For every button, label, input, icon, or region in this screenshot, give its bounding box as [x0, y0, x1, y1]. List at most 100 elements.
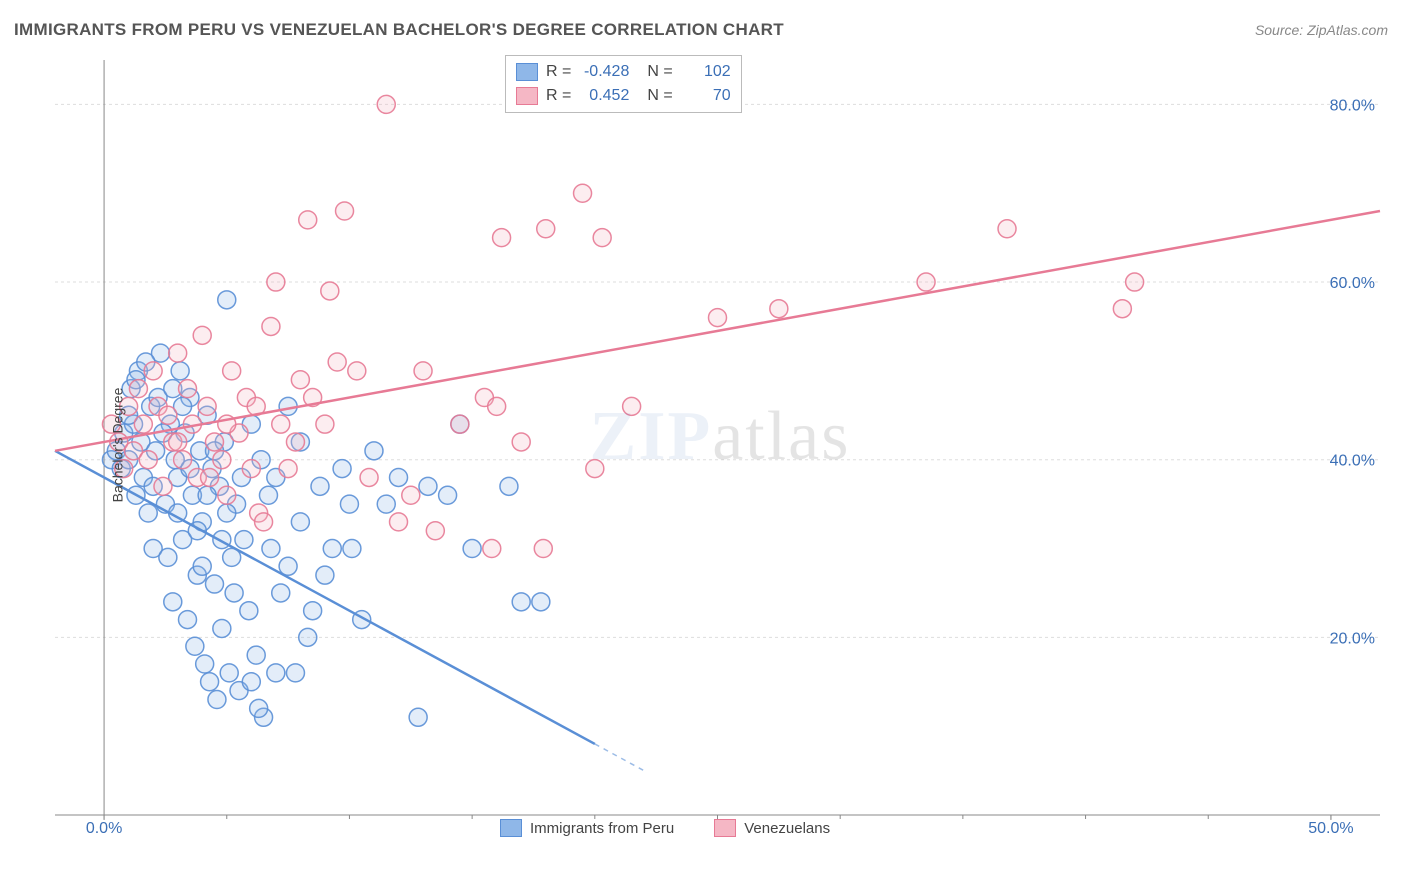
legend-n-value: 70 — [681, 84, 731, 108]
scatter-dot — [537, 220, 555, 238]
scatter-dot — [377, 495, 395, 513]
scatter-dot — [291, 371, 309, 389]
scatter-dot — [159, 548, 177, 566]
scatter-dot — [488, 397, 506, 415]
scatter-dot — [255, 513, 273, 531]
scatter-dot — [998, 220, 1016, 238]
stats-legend: R =-0.428N =102R = 0.452 N = 70 — [505, 55, 742, 113]
series-venezuelans — [102, 95, 1143, 557]
scatter-dot — [223, 362, 241, 380]
scatter-dot — [532, 593, 550, 611]
stats-legend-row: R =-0.428N =102 — [516, 60, 731, 84]
scatter-dot — [267, 664, 285, 682]
scatter-dot — [299, 628, 317, 646]
bottom-legend: Immigrants from Peru Venezuelans — [500, 819, 830, 837]
scatter-dot — [917, 273, 935, 291]
scatter-dot — [220, 664, 238, 682]
scatter-dot — [286, 664, 304, 682]
scatter-dot — [174, 451, 192, 469]
scatter-dot — [267, 273, 285, 291]
scatter-dot — [179, 380, 197, 398]
scatter-dot — [483, 540, 501, 558]
bottom-legend-item: Venezuelans — [714, 819, 830, 837]
scatter-dot — [205, 433, 223, 451]
scatter-dot — [390, 513, 408, 531]
scatter-dot — [304, 602, 322, 620]
scatter-dot — [247, 646, 265, 664]
legend-n-value: 102 — [681, 60, 731, 84]
scatter-dot — [208, 691, 226, 709]
scatter-dot — [409, 708, 427, 726]
source-name: ZipAtlas.com — [1307, 22, 1388, 38]
scatter-dot — [139, 451, 157, 469]
scatter-dot — [193, 326, 211, 344]
scatter-dot — [213, 451, 231, 469]
scatter-dot — [272, 584, 290, 602]
legend-r-value: -0.428 — [579, 60, 629, 84]
ytick-label: 20.0% — [1330, 630, 1375, 647]
scatter-dot — [201, 468, 219, 486]
trend-line — [55, 211, 1380, 451]
scatter-dot — [770, 300, 788, 318]
source-prefix: Source: — [1255, 22, 1307, 38]
scatter-dot — [272, 415, 290, 433]
scatter-dot — [463, 540, 481, 558]
scatter-dot — [198, 397, 216, 415]
bottom-legend-item: Immigrants from Peru — [500, 819, 674, 837]
scatter-dot — [419, 477, 437, 495]
scatter-dot — [225, 584, 243, 602]
scatter-dot — [402, 486, 420, 504]
scatter-dot — [286, 433, 304, 451]
scatter-dot — [1126, 273, 1144, 291]
scatter-dot — [316, 415, 334, 433]
scatter-dot — [343, 540, 361, 558]
legend-swatch — [516, 87, 538, 105]
scatter-dot — [1113, 300, 1131, 318]
scatter-dot — [259, 486, 277, 504]
scatter-dot — [512, 433, 530, 451]
legend-swatch — [500, 819, 522, 837]
ytick-label: 40.0% — [1330, 453, 1375, 470]
scatter-dot — [218, 504, 236, 522]
legend-r-value: 0.452 — [579, 84, 629, 108]
scatter-dot — [250, 699, 268, 717]
scatter-dot — [574, 184, 592, 202]
scatter-dot — [291, 513, 309, 531]
scatter-dot — [262, 540, 280, 558]
scatter-dot — [159, 406, 177, 424]
scatter-dot — [218, 486, 236, 504]
scatter-dot — [360, 468, 378, 486]
legend-swatch — [516, 63, 538, 81]
scatter-dot — [709, 309, 727, 327]
ytick-label: 60.0% — [1330, 275, 1375, 292]
scatter-dot — [129, 380, 147, 398]
scatter-dot — [186, 637, 204, 655]
scatter-dot — [218, 291, 236, 309]
scatter-dot — [164, 593, 182, 611]
bottom-legend-label: Immigrants from Peru — [530, 820, 674, 837]
scatter-dot — [279, 460, 297, 478]
stats-legend-row: R = 0.452 N = 70 — [516, 84, 731, 108]
scatter-dot — [198, 486, 216, 504]
xtick-label: 0.0% — [86, 820, 122, 835]
scatter-dot — [193, 557, 211, 575]
scatter-dot — [414, 362, 432, 380]
scatter-dot — [426, 522, 444, 540]
scatter-dot — [512, 593, 530, 611]
legend-n-label: N = — [647, 84, 672, 108]
chart-plot-area: Bachelor's Degree 20.0%40.0%60.0%80.0%0.… — [50, 55, 1390, 835]
scatter-dot — [179, 611, 197, 629]
scatter-dot — [169, 344, 187, 362]
scatter-dot — [235, 531, 253, 549]
scatter-dot — [623, 397, 641, 415]
chart-svg: 20.0%40.0%60.0%80.0%0.0%50.0% — [50, 55, 1390, 835]
scatter-dot — [144, 362, 162, 380]
scatter-dot — [377, 95, 395, 113]
scatter-dot — [500, 477, 518, 495]
legend-r-label: R = — [546, 84, 571, 108]
scatter-dot — [242, 673, 260, 691]
scatter-dot — [439, 486, 457, 504]
scatter-dot — [323, 540, 341, 558]
scatter-dot — [139, 504, 157, 522]
scatter-dot — [262, 317, 280, 335]
